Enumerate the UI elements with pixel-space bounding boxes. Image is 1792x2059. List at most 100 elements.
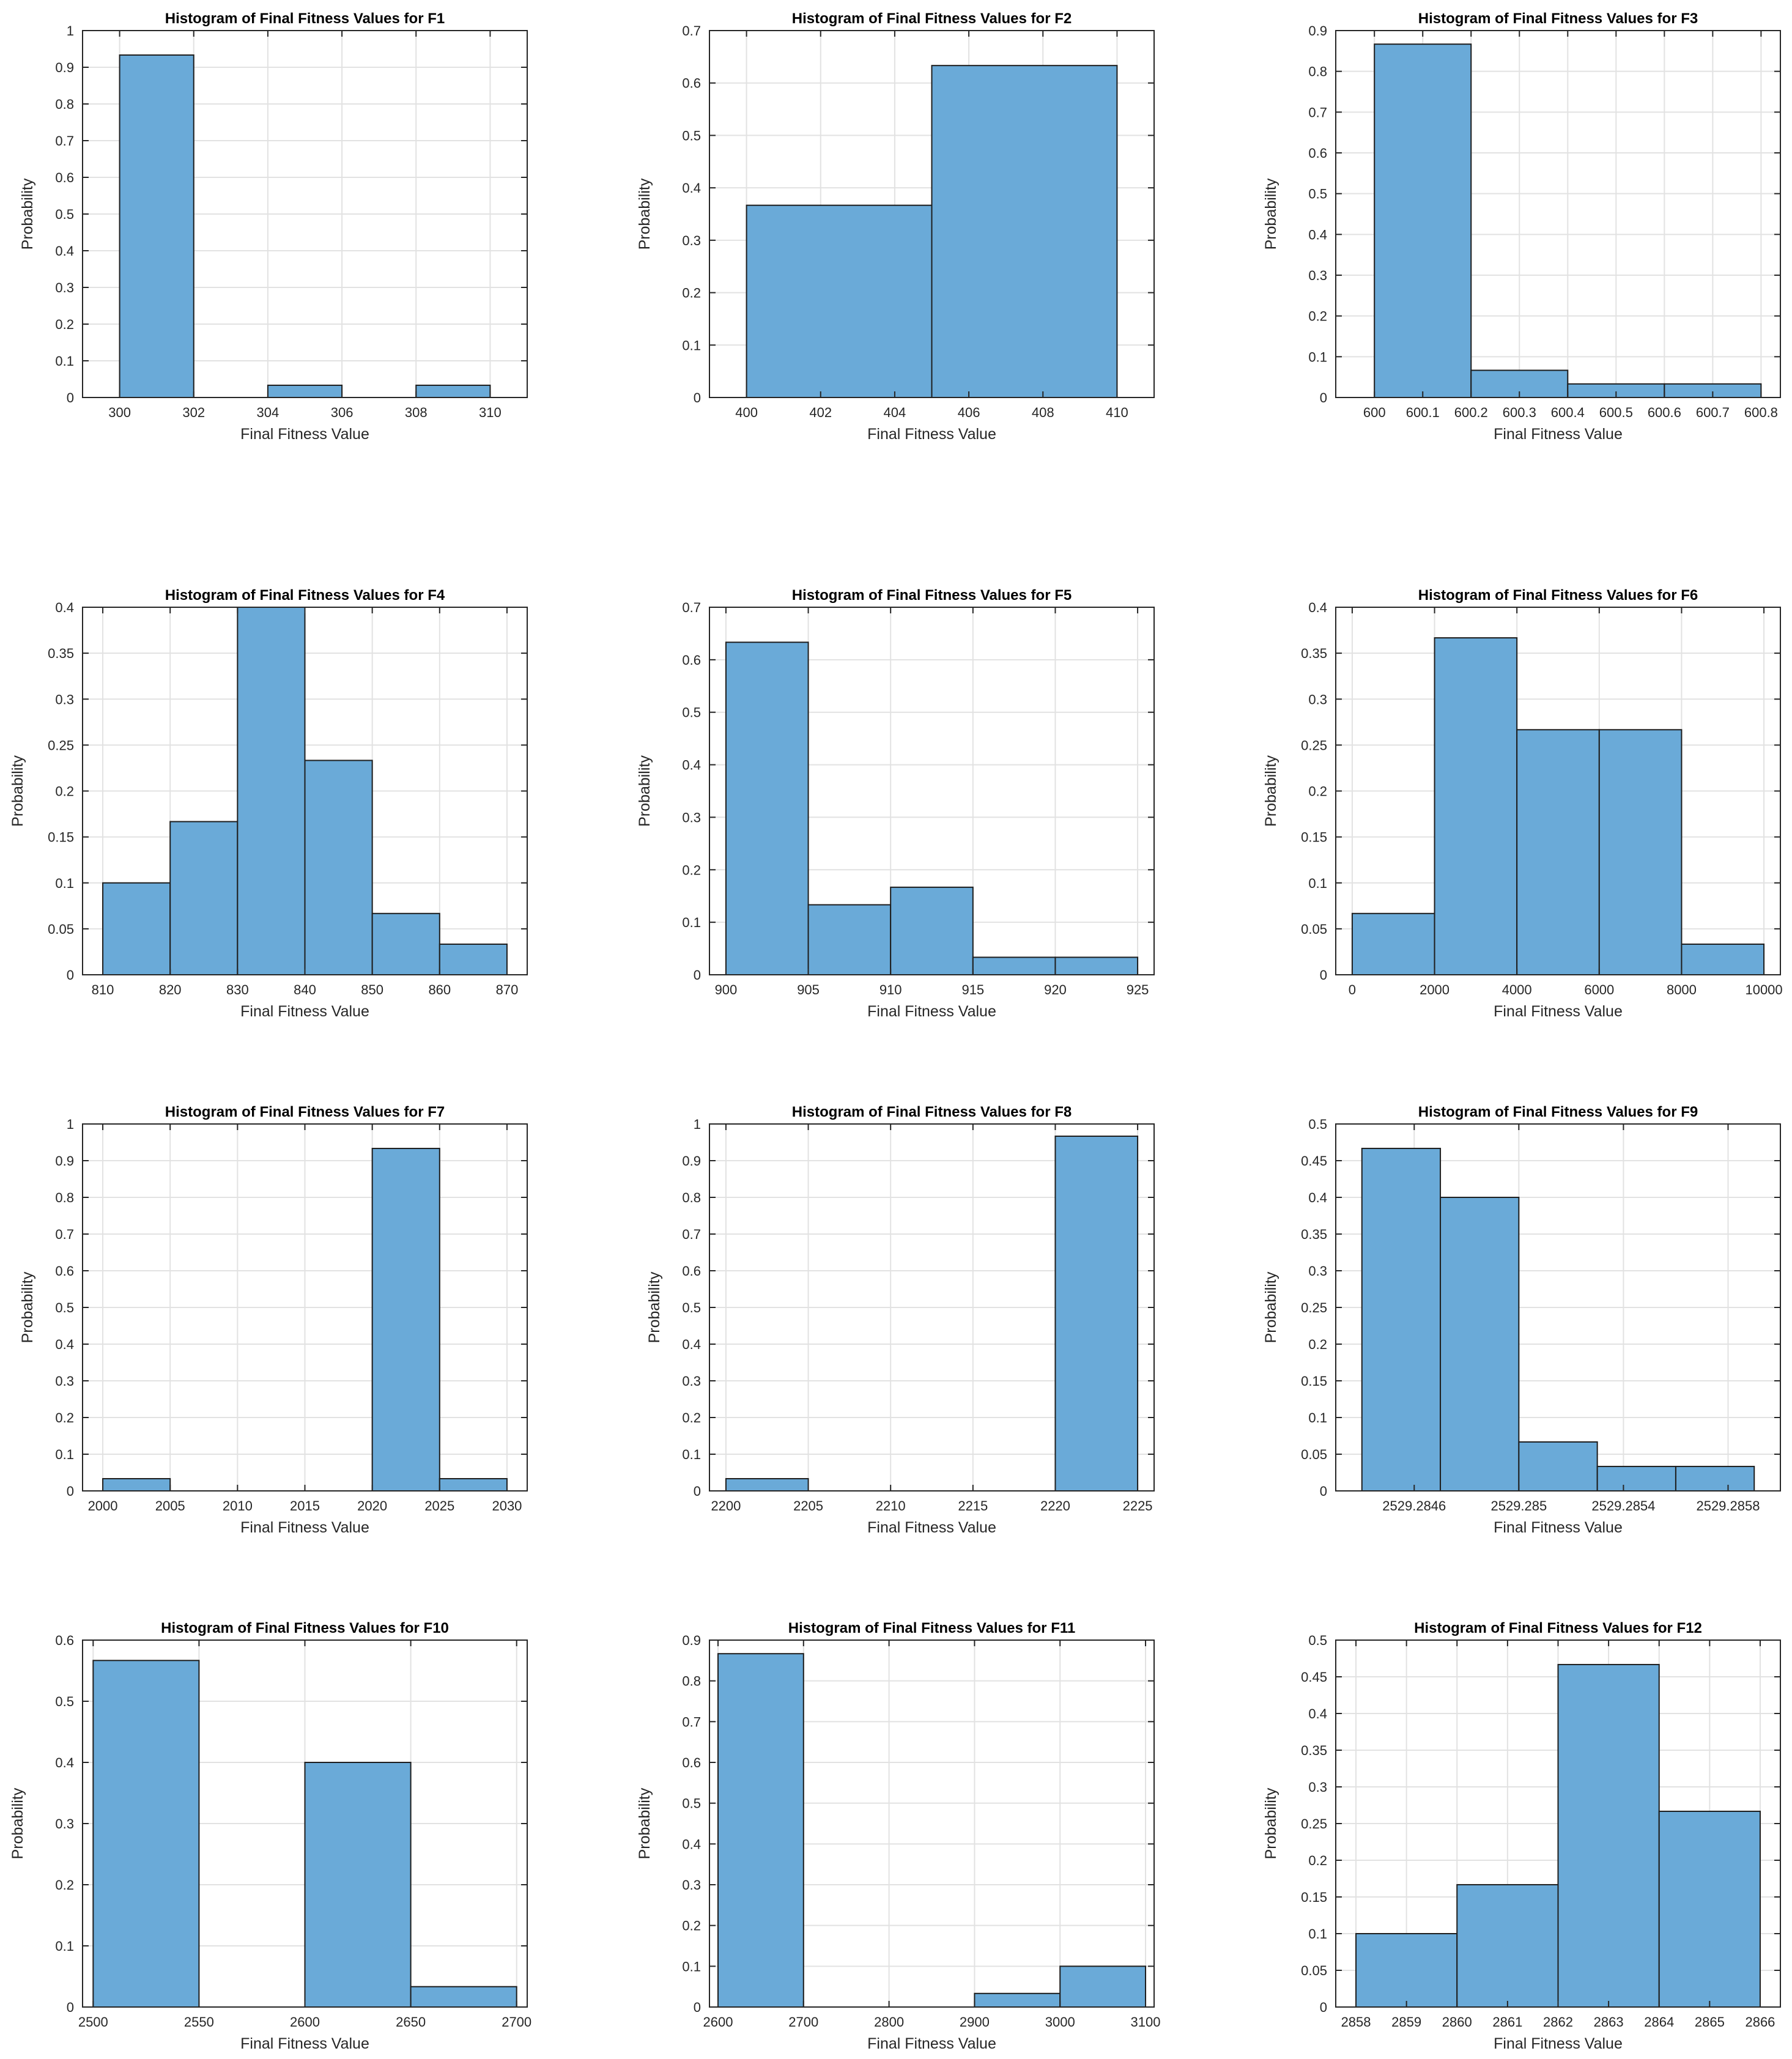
chart-f1-xtick-label-0: 300 (108, 405, 131, 420)
chart-f11-bar-3 (974, 1992, 1061, 2008)
chart-f9-ytick-label-7: 0.35 (1301, 1227, 1327, 1242)
chart-f3-ytick-label-7: 0.7 (1308, 105, 1327, 120)
chart-f8-xtick-label-3: 2215 (958, 1498, 988, 1514)
chart-f6-ytick-label-0: 0 (1320, 967, 1327, 983)
chart-f5-ylabel: Probability (636, 755, 653, 827)
chart-f3-xtick-label-0: 600 (1363, 405, 1386, 420)
chart-f9-ylabel: Probability (1262, 1271, 1279, 1343)
chart-f6-xtick-label-3: 6000 (1584, 982, 1614, 997)
chart-f8: 2200 2205 2210 2215 2220 2225 0 0.1 0.2 0.3 0.4 0.5… (646, 1104, 1155, 1536)
chart-f4-ytick-label-0: 0 (67, 967, 74, 983)
chart-f11-xtick-label-3: 2900 (960, 2014, 990, 2030)
chart-f10-xtick-label-1: 2550 (184, 2014, 214, 2030)
chart-f5-ytick-label-3: 0.3 (682, 810, 701, 825)
chart-f3-ytick-label-8: 0.8 (1308, 64, 1327, 79)
chart-f11-ytick-label-4: 0.4 (682, 1836, 701, 1852)
chart-f5-ytick-label-7: 0.7 (682, 600, 701, 615)
chart-f5-xtick-label-0: 900 (715, 982, 738, 997)
chart-f9-ytick-label-9: 0.45 (1301, 1153, 1327, 1169)
chart-f3-xtick-label-8: 600.8 (1744, 405, 1778, 420)
chart-f11-bar-0 (717, 1653, 804, 2008)
chart-f3-xtick-label-2: 600.2 (1454, 405, 1488, 420)
chart-f9-bar-1 (1440, 1197, 1520, 1492)
chart-f3-ytick-label-6: 0.6 (1308, 146, 1327, 161)
chart-f11-ytick-label-3: 0.3 (682, 1877, 701, 1893)
chart-f9-ytick-label-3: 0.15 (1301, 1373, 1327, 1389)
chart-f12-ytick-label-9: 0.45 (1301, 1669, 1327, 1685)
chart-f11-ylabel: Probability (636, 1787, 653, 1859)
chart-f2-xtick-label-0: 400 (735, 405, 758, 420)
chart-f4: 810 820 830 840 850 860 870 0 0.05 0.1 0.15 0.2 0.25… (9, 587, 528, 1020)
chart-f12-ytick-label-7: 0.35 (1301, 1743, 1327, 1758)
chart-f7-xtick-label-1: 2005 (155, 1498, 185, 1514)
chart-f5-xtick-label-5: 925 (1127, 982, 1149, 997)
chart-f1-bar-4 (415, 385, 491, 399)
chart-f2-ytick-label-4: 0.4 (682, 180, 701, 196)
chart-f5-axes-box (709, 607, 1155, 975)
chart-f4-ytick-label-1: 0.05 (48, 922, 74, 937)
chart-f2-xlabel: Final Fitness Value (867, 426, 996, 443)
chart-f7-bar-5 (439, 1478, 508, 1492)
chart-f5-bar-0 (725, 641, 809, 975)
chart-f9-bar-2 (1518, 1441, 1598, 1492)
chart-f6-ytick-label-7: 0.35 (1301, 646, 1327, 661)
chart-f9-bar-4 (1675, 1466, 1755, 1492)
chart-f9-ytick-label-5: 0.25 (1301, 1300, 1327, 1315)
chart-f2-xtick-label-5: 410 (1106, 405, 1128, 420)
chart-f7-ytick-label-5: 0.5 (55, 1300, 74, 1315)
chart-f8-ylabel: Probability (646, 1271, 663, 1343)
chart-f1: 300 302 304 306 308 310 0 0.1 0.2 0.3 0.4 0.5 0.6 0.7… (19, 10, 528, 443)
chart-f7-ytick-label-9: 0.9 (55, 1153, 74, 1169)
chart-f10-ytick-label-6: 0.6 (55, 1633, 74, 1648)
chart-f3-ylabel: Probability (1262, 178, 1279, 250)
chart-f12-bar-0 (1355, 1933, 1458, 2008)
chart-f9-title: Histogram of Final Fitness Values for F9 (1418, 1104, 1698, 1120)
chart-f7-title: Histogram of Final Fitness Values for F7 (165, 1104, 445, 1120)
chart-f6-xtick-label-1: 2000 (1420, 982, 1450, 997)
chart-f12-xtick-label-0: 2858 (1341, 2014, 1371, 2030)
chart-f11-ytick-label-6: 0.6 (682, 1755, 701, 1770)
chart-f12-ytick-label-3: 0.15 (1301, 1890, 1327, 1905)
chart-f4-ytick-label-4: 0.2 (55, 784, 74, 799)
chart-f8-xtick-label-0: 2200 (711, 1498, 741, 1514)
chart-f3-xtick-label-6: 600.6 (1648, 405, 1681, 420)
chart-f7-ytick-label-0: 0 (67, 1484, 74, 1499)
chart-f4-bar-4 (371, 912, 440, 975)
chart-f11-xtick-label-0: 2600 (703, 2014, 733, 2030)
chart-f10-ytick-label-1: 0.1 (55, 1939, 74, 1954)
chart-f4-xtick-label-1: 820 (159, 982, 182, 997)
chart-f10-xtick-label-2: 2600 (290, 2014, 320, 2030)
chart-f12-xtick-label-3: 2861 (1492, 2014, 1522, 2030)
chart-f4-xtick-label-5: 860 (428, 982, 451, 997)
chart-f10-xtick-label-3: 2650 (396, 2014, 426, 2030)
chart-f8-ytick-label-6: 0.6 (682, 1263, 701, 1279)
chart-f6-xlabel: Final Fitness Value (1494, 1003, 1623, 1020)
chart-f12-ytick-label-6: 0.3 (1308, 1780, 1327, 1795)
chart-f9-xtick-label-3: 2529.2858 (1696, 1498, 1760, 1514)
chart-f4-xtick-label-3: 840 (294, 982, 316, 997)
chart-f3-ytick-label-0: 0 (1320, 390, 1327, 405)
chart-f8-title: Histogram of Final Fitness Values for F8 (792, 1104, 1072, 1120)
chart-f2-xtick-label-4: 408 (1032, 405, 1054, 420)
chart-f7-xtick-label-3: 2015 (290, 1498, 320, 1514)
chart-f4-ytick-label-6: 0.3 (55, 692, 74, 707)
chart-f2-axes-box (709, 30, 1155, 398)
chart-f3-xtick-label-3: 600.3 (1503, 405, 1536, 420)
chart-f3-axes-box (1335, 30, 1781, 398)
chart-f2-bar-0 (746, 204, 933, 398)
chart-f1-ytick-label-9: 0.9 (55, 60, 74, 75)
chart-f3-xlabel: Final Fitness Value (1494, 426, 1623, 443)
chart-f12-ytick-label-2: 0.1 (1308, 1926, 1327, 1942)
chart-f3-bar-0 (1374, 43, 1472, 398)
chart-f1-bar-2 (267, 385, 343, 399)
chart-f11-xtick-label-2: 2800 (874, 2014, 904, 2030)
chart-f4-ytick-label-7: 0.35 (48, 646, 74, 661)
chart-f6-ytick-label-3: 0.15 (1301, 830, 1327, 845)
chart-f6-bar-3 (1598, 729, 1683, 975)
chart-f4-ytick-label-3: 0.15 (48, 830, 74, 845)
chart-f3: 600 600.1 600.2 600.3 600.4 600.5 600.6 600.7 60… (1262, 10, 1781, 443)
chart-f3-xtick-label-1: 600.1 (1406, 405, 1440, 420)
chart-f6-ytick-label-6: 0.3 (1308, 692, 1327, 707)
chart-f6-ytick-label-1: 0.05 (1301, 922, 1327, 937)
